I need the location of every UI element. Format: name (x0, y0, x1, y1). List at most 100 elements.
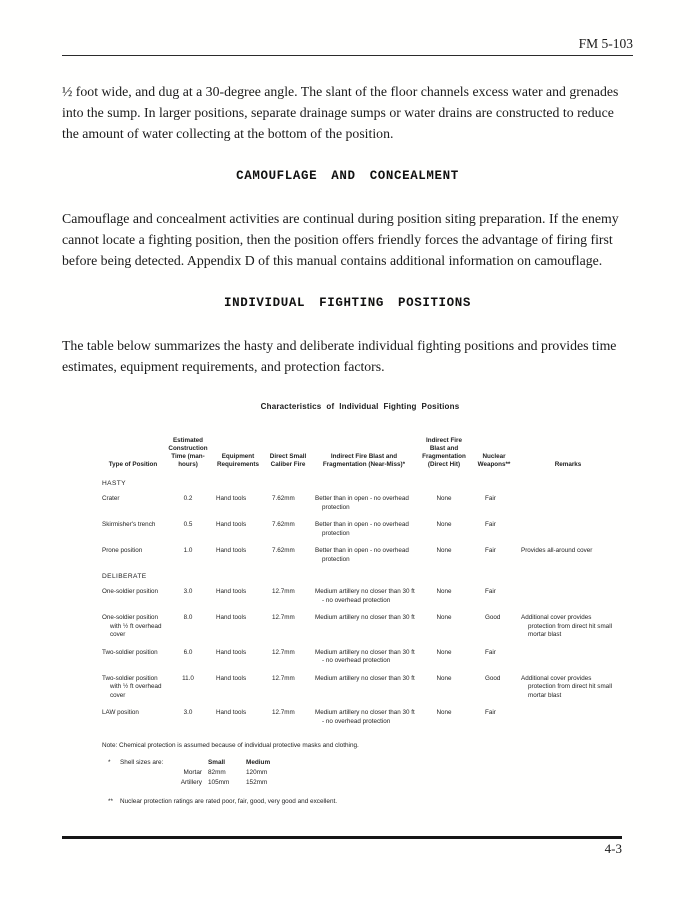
table-cell: Hand tools (216, 648, 247, 656)
table-cell: Medium artillery no closer than 30 ft (315, 674, 415, 682)
table-cell: 1.0 (183, 547, 193, 555)
table-cell: 7.62mm (272, 521, 295, 529)
table-cell: Hand tools (216, 588, 247, 596)
table-cell: Prone position (102, 547, 143, 555)
table-cell: Skirmisher's trench (102, 521, 156, 529)
table-cell (518, 495, 618, 512)
shell-col-medium: Medium (246, 759, 271, 767)
table-cell: Better than in open - no overhead protec… (315, 521, 409, 537)
table-cell: Hand tools (216, 495, 247, 503)
table-row: Skirmisher's trench 0.5 Hand tools 7.62mm Be… (102, 521, 618, 538)
fighting-positions-table: Type of Position Estimated Construction T… (102, 437, 618, 727)
table-row: Crater 0.2 Hand tools 7.62mm Better than in … (102, 495, 618, 512)
table-cell: Hand tools (216, 521, 247, 529)
table-cell: 8.0 (183, 614, 193, 622)
shell-row-mortar: Mortar 82mm 120mm (183, 769, 268, 777)
column-header: Nuclear Weapons** (477, 453, 511, 469)
section-label: HASTY (102, 480, 126, 488)
column-header: Type of Position (108, 461, 158, 469)
page-header: FM 5-103 (62, 36, 633, 56)
table-cell: Hand tools (216, 709, 247, 717)
column-header: Indirect Fire Blast and Fragmentation (D… (422, 436, 466, 469)
table-cell: None (436, 674, 452, 682)
table-cell: 3.0 (183, 588, 193, 596)
table-cell: Better than in open - no overhead protec… (315, 495, 409, 511)
table-cell: Fair (485, 495, 496, 503)
table-row: Prone position 1.0 Hand tools 7.62mm Better … (102, 547, 618, 564)
paragraph-camouflage: Camouflage and concealment activities ar… (62, 210, 619, 268)
table-cell: 6.0 (183, 648, 193, 656)
heading-individual-fighting-positions: INDIVIDUAL FIGHTING POSITIONS (224, 295, 471, 310)
column-header: Indirect Fire Blast and Fragmentation (N… (322, 453, 406, 469)
table-cell: None (436, 614, 452, 622)
table-cell: Crater (102, 495, 120, 503)
footnote1-mark: * (108, 759, 111, 767)
table-cell: Medium artillery no closer than 30 ft - … (315, 588, 415, 604)
table-cell (518, 588, 618, 605)
table-cell: 3.0 (183, 709, 193, 717)
table-row: One-soldier position 3.0 Hand tools 12.7mm M… (102, 588, 618, 605)
table-cell: Better than in open - no overhead protec… (315, 547, 409, 563)
table-cell: Fair (485, 521, 496, 529)
table-cell: One-soldier position with ½ ft overhead … (102, 614, 162, 639)
table-cell: LAW position (102, 709, 139, 717)
shell-col-small: Small (208, 759, 226, 767)
table-cell: Medium artillery no closer than 30 ft - … (315, 648, 415, 665)
table-cell: Fair (485, 648, 496, 656)
nuclear-protection-note: ** Nuclear protection ratings are rated p… (108, 798, 338, 806)
table-notes: Note: Chemical protection is assumed bec… (102, 742, 618, 807)
table-row: Two-soldier position with ½ ft overhead … (102, 675, 618, 701)
table-cell: None (436, 547, 452, 555)
table-cell: 7.62mm (272, 547, 295, 555)
table-cell: None (436, 521, 452, 529)
table-cell: 7.62mm (272, 495, 295, 503)
table-cell: Medium artillery no closer than 30 ft (315, 614, 415, 622)
table-cell (518, 649, 618, 666)
table-title: Characteristics of Individual Fighting P… (260, 401, 460, 411)
paragraph-table-intro: The table below summarizes the hasty and… (62, 337, 617, 374)
column-header: Direct Small Caliber Fire (269, 453, 307, 469)
table-cell: Hand tools (216, 674, 247, 682)
table-row: One-soldier position with ½ ft overhead … (102, 614, 618, 640)
page-footer: 4-3 (62, 836, 622, 857)
shell-sizes-block: * Shell sizes are: Small Medium Mortar 82… (108, 759, 618, 788)
table-cell: 0.5 (183, 521, 193, 529)
table-row: Two-soldier position 6.0 Hand tools 12.7mm M… (102, 649, 618, 666)
heading-camouflage-and-concealment: CAMOUFLAGE AND CONCEALMENT (236, 168, 459, 183)
table-cell: Hand tools (216, 547, 247, 555)
table-cell: 12.7mm (272, 614, 295, 622)
footnote2-mark: ** (108, 798, 113, 806)
table-cell: 12.7mm (272, 648, 295, 656)
table-cell: Fair (485, 709, 496, 717)
table-cell: Good (485, 674, 501, 682)
table-cell: Two-soldier position with ½ ft overhead … (102, 674, 162, 699)
table-cell: Additional cover provides protection fro… (521, 674, 612, 699)
table-cell: Additional cover provides protection fro… (521, 614, 612, 639)
table-cell: None (436, 588, 452, 596)
section-label: DELIBERATE (102, 573, 147, 581)
table-cell (518, 709, 618, 726)
shell-row-artillery: Artillery 105mm 152mm (180, 779, 268, 787)
column-header: Estimated Construction Time (man-hours) (168, 436, 208, 469)
table-cell: Provides all-around cover (521, 547, 593, 555)
table-cell: 12.7mm (272, 709, 295, 717)
paragraph-drainage: ½ foot wide, and dug at a 30-degree angl… (62, 84, 619, 141)
table-cell: Medium artillery no closer than 30 ft - … (315, 709, 415, 725)
column-header: Remarks (554, 461, 582, 469)
table-cell: Hand tools (216, 614, 247, 622)
column-header: Equipment Requirements (217, 453, 259, 469)
table-cell: Fair (485, 588, 496, 596)
table-cell: None (436, 709, 452, 717)
fighting-positions-table-area: Characteristics of Individual Fighting P… (102, 402, 618, 808)
table-cell: Good (485, 614, 501, 622)
shell-header-row: * Shell sizes are: Small Medium (108, 759, 618, 768)
table-cell: 12.7mm (272, 674, 295, 682)
table-cell: None (436, 495, 452, 503)
table-cell: None (436, 648, 452, 656)
table-cell (518, 521, 618, 538)
table-cell: Two-soldier position (102, 648, 158, 656)
table-row: LAW position 3.0 Hand tools 12.7mm Medium ar… (102, 709, 618, 726)
table-cell: 11.0 (182, 674, 194, 682)
shell-sizes-intro: * Shell sizes are: (108, 759, 164, 767)
